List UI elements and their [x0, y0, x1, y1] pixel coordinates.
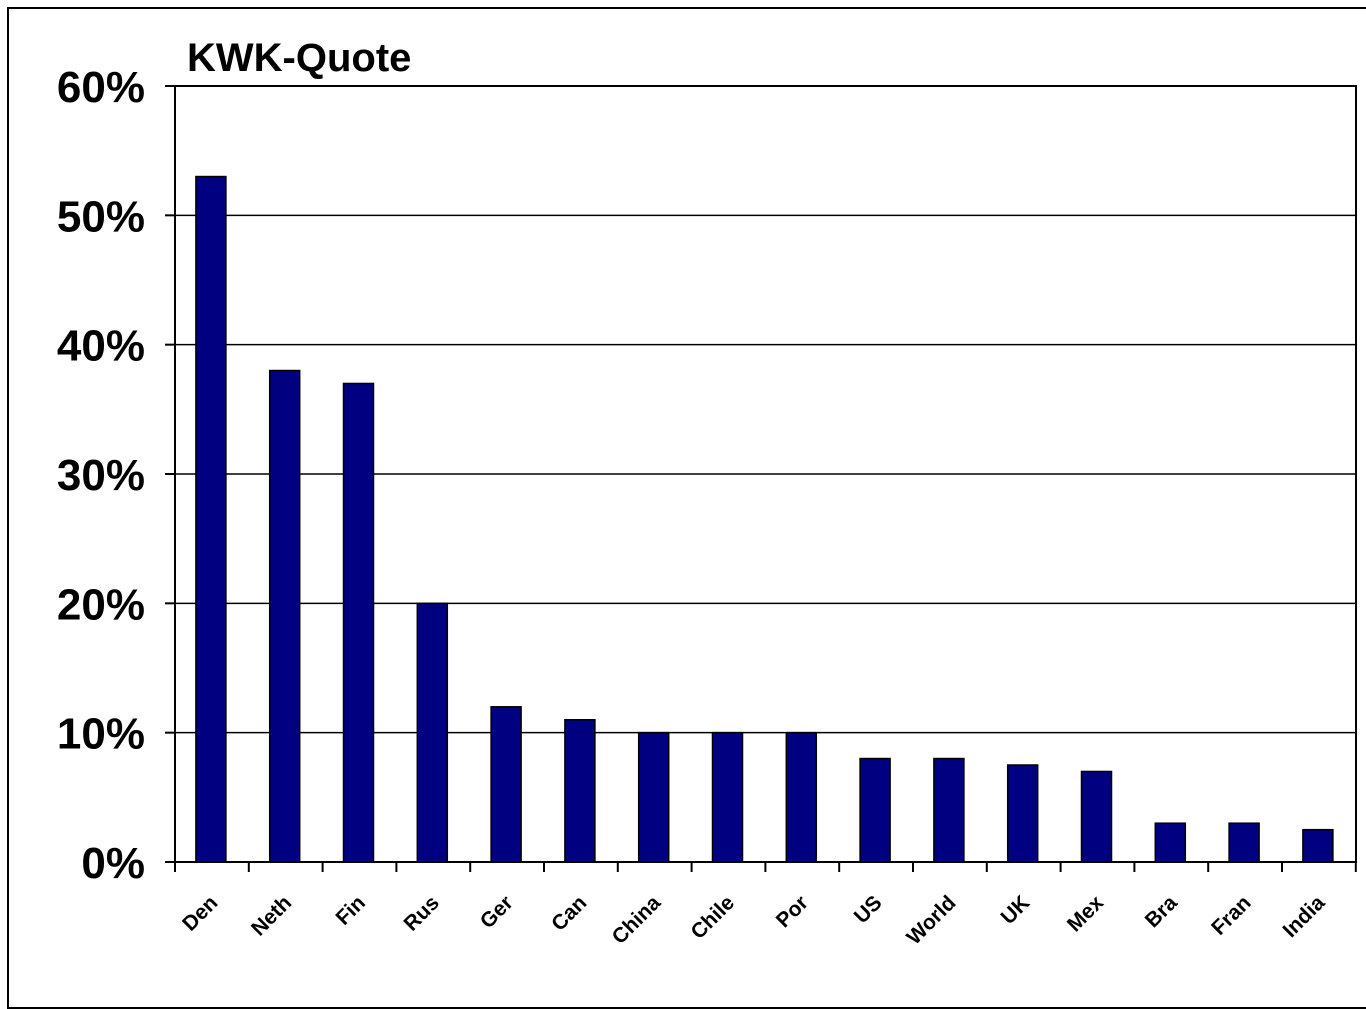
- chart-title: KWK-Quote: [187, 36, 411, 80]
- bar-por: [785, 731, 818, 863]
- y-tick-label-0: 0%: [81, 839, 145, 888]
- y-tick-label-4: 40%: [57, 322, 145, 371]
- bar-fin: [342, 382, 375, 863]
- bar-bra: [1154, 822, 1187, 863]
- bars: [195, 175, 1334, 863]
- x-tick-label-mex: Mex: [1063, 891, 1108, 936]
- x-tick-label-us: US: [850, 891, 887, 928]
- bar-india: [1302, 828, 1334, 863]
- chart-frame: [7, 7, 1366, 1009]
- x-tick-label-can: Can: [547, 891, 591, 935]
- y-tick-labels: 0% 10% 20% 30% 40% 50% 60%: [57, 63, 145, 888]
- x-tick-label-fran: Fran: [1207, 891, 1255, 939]
- x-tick-label-por: Por: [772, 891, 813, 932]
- bar-rus: [416, 602, 449, 863]
- bar-uk: [1006, 764, 1039, 863]
- y-tick-label-3: 30%: [57, 451, 145, 500]
- bar-mex: [1080, 770, 1113, 863]
- x-tick-label-den: Den: [178, 891, 222, 935]
- x-tick-label-fin: Fin: [331, 891, 370, 930]
- y-tick-label-1: 10%: [57, 710, 145, 759]
- x-tick-label-neth: Neth: [247, 891, 296, 940]
- x-tick-label-uk: UK: [997, 891, 1035, 929]
- x-tick-label-ger: Ger: [476, 891, 518, 933]
- bar-fran: [1228, 822, 1260, 863]
- x-tick-label-bra: Bra: [1141, 891, 1182, 932]
- x-tick-labels: Den Neth Fin Rus Ger Can China Chile Por US World U…: [178, 891, 1330, 949]
- bar-chile: [711, 731, 744, 863]
- x-tick-label-chile: Chile: [686, 891, 739, 944]
- x-tick-label-rus: Rus: [400, 891, 444, 935]
- x-tick-label-china: China: [608, 891, 666, 949]
- bar-china: [637, 731, 670, 863]
- x-tick-label-world: World: [902, 891, 960, 949]
- x-tick-label-india: India: [1279, 891, 1330, 942]
- bar-ger: [490, 706, 522, 863]
- y-tick-label-2: 20%: [57, 580, 145, 629]
- bar-den: [195, 175, 227, 863]
- bar-can: [564, 718, 596, 863]
- bar-neth: [268, 369, 301, 863]
- y-tick-label-6: 60%: [57, 63, 145, 112]
- bar-world: [933, 757, 965, 863]
- axes: [165, 85, 1357, 872]
- y-tick-label-5: 50%: [57, 192, 145, 241]
- bar-us: [859, 757, 891, 863]
